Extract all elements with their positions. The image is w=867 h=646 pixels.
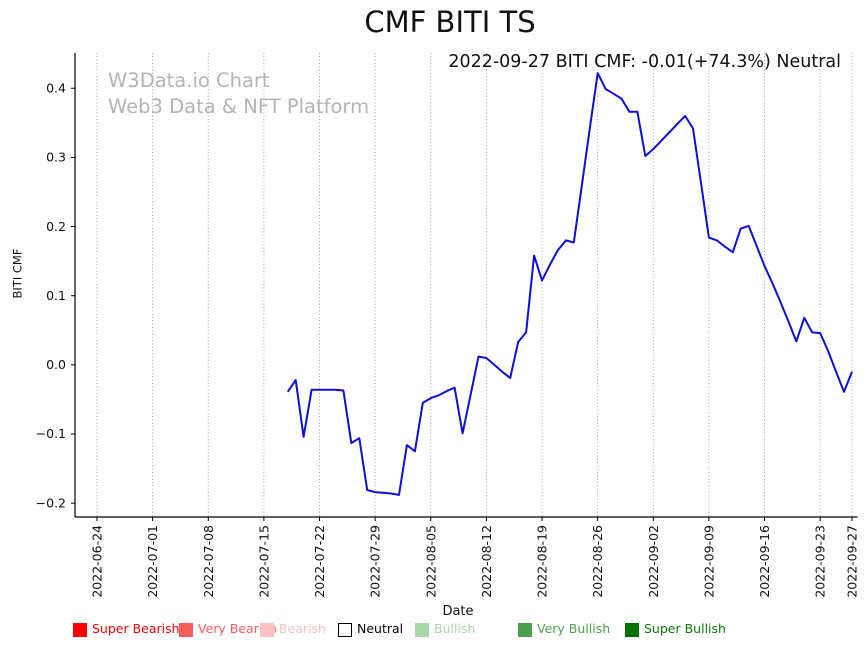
x-tick-label: 2022-09-16 [757, 525, 772, 598]
cmf-line [286, 72, 853, 496]
x-axis-label: Date [442, 604, 474, 619]
x-tick-label: 2022-07-01 [145, 525, 160, 598]
watermark-line-1: W3Data.io Chart [108, 69, 270, 92]
x-tick-label: 2022-08-26 [590, 525, 605, 598]
y-tick-label: 0.1 [46, 288, 66, 303]
watermark-line-2: Web3 Data & NFT Platform [108, 95, 370, 118]
y-tick-label: −0.1 [36, 426, 66, 441]
x-tick-label: 2022-09-02 [646, 525, 661, 598]
annotation-label: 2022-09-27 BITI CMF: -0.01(+74.3%) Neutr… [448, 52, 841, 72]
x-tick-label: 2022-07-15 [256, 525, 271, 598]
watermark: W3Data.io Chart Web3 Data & NFT Platform [108, 68, 369, 120]
x-tick-label: 2022-07-22 [312, 525, 327, 598]
x-tick-label: 2022-07-08 [201, 525, 216, 598]
y-tick-label: 0.2 [46, 219, 66, 234]
y-tick-label: 0.4 [46, 80, 66, 95]
x-tick-label: 2022-06-24 [90, 525, 105, 598]
y-tick-label: 0.0 [46, 357, 66, 372]
y-tick-label: −0.2 [36, 495, 66, 510]
y-tick-label: 0.3 [46, 150, 66, 165]
chart-title: CMF BITI TS [364, 5, 536, 39]
x-tick-label: 2022-09-27 [844, 525, 859, 598]
x-tick-label: 2022-09-09 [701, 525, 716, 598]
x-tick-label: 2022-08-05 [423, 525, 438, 598]
x-tick-label: 2022-08-12 [479, 525, 494, 598]
x-tick-label: 2022-08-19 [535, 525, 550, 598]
x-tick-label: 2022-09-23 [813, 525, 828, 598]
x-tick-label: 2022-07-29 [368, 525, 383, 598]
